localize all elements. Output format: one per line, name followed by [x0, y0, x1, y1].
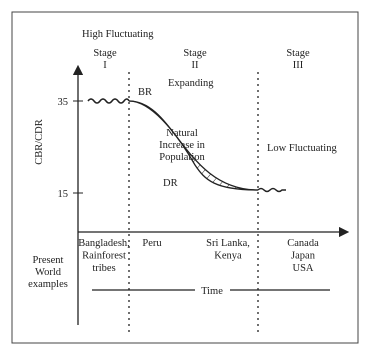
- frame: [11, 11, 359, 344]
- area-label: Increase in: [159, 140, 206, 151]
- stage-name: Stage: [93, 48, 117, 59]
- stage1-wave: [87, 98, 130, 104]
- br-label: BR: [138, 87, 152, 98]
- stage-name: Stage: [183, 48, 207, 59]
- row-label: examples: [28, 279, 68, 290]
- stage3-wave: [257, 187, 286, 193]
- example: Japan: [291, 251, 316, 262]
- area-label: Natural: [166, 128, 198, 139]
- example: Peru: [142, 238, 162, 249]
- low-fluctuating-label: Low Fluctuating: [267, 143, 337, 154]
- dr-label: DR: [163, 178, 178, 189]
- stage-numeral: III: [293, 60, 304, 71]
- x-axis-label: Time: [201, 286, 223, 297]
- y-tick-label: 35: [58, 97, 69, 108]
- y-axis-label: CBR/CDR: [34, 119, 45, 165]
- dr-curve: [128, 100, 259, 191]
- stage-numeral: I: [103, 60, 107, 71]
- example: Bangladesh,: [78, 238, 130, 249]
- y-tick-label: 15: [58, 189, 69, 200]
- expanding-label: Expanding: [168, 78, 214, 89]
- stage-numeral: II: [192, 60, 199, 71]
- example: tribes: [92, 263, 115, 274]
- example: Canada: [287, 238, 319, 249]
- example: Sri Lanka,: [206, 238, 250, 249]
- area-label: Population: [159, 152, 205, 163]
- example: USA: [292, 263, 313, 274]
- row-label: Present: [33, 255, 64, 266]
- top-label: High Fluctuating: [82, 29, 154, 40]
- row-label: World: [35, 267, 62, 278]
- example: Kenya: [214, 251, 242, 262]
- example: Rainforest: [82, 251, 126, 262]
- stage-name: Stage: [286, 48, 310, 59]
